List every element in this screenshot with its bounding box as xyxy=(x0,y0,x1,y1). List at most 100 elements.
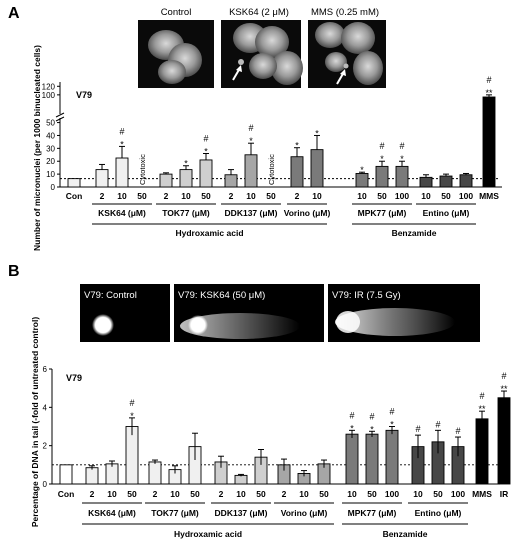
x-tick-label: 10 xyxy=(107,489,117,499)
class-label: Benzamide xyxy=(392,228,437,238)
x-tick-label: 100 xyxy=(395,191,409,201)
micrograph-label-mms: MMS (0.25 mM) xyxy=(311,7,379,18)
bar xyxy=(95,169,109,188)
chart-b-ylabel: Percentage of DNA in tail (-fold of untr… xyxy=(30,317,40,527)
x-tick-label: 100 xyxy=(451,489,465,499)
x-tick-label: 50 xyxy=(433,489,443,499)
significance-mark: * xyxy=(390,420,394,430)
significance-mark: * xyxy=(380,154,384,164)
x-tick-label: 2 xyxy=(229,191,234,201)
bar xyxy=(482,96,496,188)
comet-control: V79: Control xyxy=(80,284,170,342)
group-label: Vorino (μM) xyxy=(281,508,328,518)
group-label: TOK77 (μM) xyxy=(151,508,199,518)
panel-letter-b: B xyxy=(8,263,20,280)
y-tick-label: 10 xyxy=(46,170,55,179)
x-tick-label: Con xyxy=(66,191,83,201)
comet-ksk64: V79: KSK64 (50 μM) xyxy=(174,284,324,342)
significance-mark: * xyxy=(295,141,299,151)
bar xyxy=(290,156,304,188)
comet-label-ksk64: V79: KSK64 (50 μM) xyxy=(178,290,265,301)
comet-ir: V79: IR (7.5 Gy) xyxy=(328,284,480,342)
y-tick-label: 0 xyxy=(43,480,48,489)
x-tick-label: 50 xyxy=(256,489,266,499)
bar xyxy=(67,178,81,188)
bar xyxy=(355,173,369,188)
x-tick-label: 10 xyxy=(181,191,191,201)
bar xyxy=(85,467,99,485)
group-label: TOK77 (μM) xyxy=(162,208,210,218)
x-tick-label: 50 xyxy=(137,191,147,201)
bar xyxy=(459,174,473,188)
x-tick-label: 10 xyxy=(347,489,357,499)
axis-break-mark xyxy=(55,116,65,122)
x-tick-label: 50 xyxy=(377,191,387,201)
significance-mark: ** xyxy=(500,384,508,394)
y-tick-label: 30 xyxy=(46,144,55,153)
significance-mark: # xyxy=(349,410,354,420)
significance-mark: # xyxy=(435,419,440,429)
x-tick-label: 2 xyxy=(100,191,105,201)
x-tick-label: 50 xyxy=(127,489,137,499)
significance-mark: ** xyxy=(485,88,493,98)
x-tick-label: 10 xyxy=(117,191,127,201)
bar xyxy=(199,159,213,188)
x-tick-label: 10 xyxy=(421,191,431,201)
significance-mark: * xyxy=(370,424,374,434)
class-label: Hydroxamic acid xyxy=(175,228,243,238)
group-label: Vorino (μM) xyxy=(284,208,331,218)
x-tick-label: 100 xyxy=(459,191,473,201)
cytotoxic-label: Cytotoxic xyxy=(138,154,147,185)
significance-mark: * xyxy=(120,139,124,149)
bar xyxy=(385,429,399,485)
chart-b-cell-line: V79 xyxy=(66,373,82,383)
x-tick-label: 10 xyxy=(357,191,367,201)
group-label: KSK64 (μM) xyxy=(98,208,146,218)
bar xyxy=(179,169,193,188)
bar xyxy=(310,149,324,188)
significance-mark: # xyxy=(479,391,484,401)
y-tick-label: 50 xyxy=(46,119,55,128)
group-label: DDK137 (μM) xyxy=(215,508,268,518)
significance-mark: * xyxy=(249,136,253,146)
chart-a-marks: Con 2 10 * #50 Cytotoxic 2 10 * 50 * #2 10 * #50 Cytoto… xyxy=(66,75,500,238)
x-tick-label: 50 xyxy=(319,489,329,499)
bar xyxy=(59,464,73,485)
class-label: Benzamide xyxy=(383,529,428,539)
x-tick-label: 10 xyxy=(299,489,309,499)
chart-b: V79 Percentage of DNA in tail (-fold of … xyxy=(30,317,511,539)
comet-label-control: V79: Control xyxy=(84,290,137,301)
bar xyxy=(224,174,238,188)
bar xyxy=(395,165,409,188)
significance-mark: * xyxy=(350,423,354,433)
group-label: DDK137 (μM) xyxy=(225,208,278,218)
chart-b-marks: Con 2 10 50 * #2 10 50 2 10 50 2 10 50 10 * #50 * #100 * #10… xyxy=(58,371,511,539)
y-tick-label: 0 xyxy=(51,183,56,192)
class-label: Hydroxamic acid xyxy=(174,529,242,539)
bar xyxy=(439,175,453,188)
x-tick-label: 50 xyxy=(367,489,377,499)
x-tick-label: 50 xyxy=(266,191,276,201)
micrograph-label-control: Control xyxy=(161,7,192,18)
group-label: MPK77 (μM) xyxy=(358,208,407,218)
group-label: MPK77 (μM) xyxy=(348,508,397,518)
micrograph-control: Control xyxy=(138,7,214,88)
group-label: Entino (μM) xyxy=(423,208,470,218)
y-tick-label: 120 xyxy=(42,82,56,91)
x-tick-label: 10 xyxy=(312,191,322,201)
group-label: KSK64 (μM) xyxy=(88,508,136,518)
chart-a-cell-line: V79 xyxy=(76,90,92,100)
significance-mark: # xyxy=(486,75,491,85)
bar xyxy=(497,397,511,485)
significance-mark: * xyxy=(184,159,188,169)
bar xyxy=(365,433,379,485)
bar xyxy=(159,173,173,188)
x-tick-label: IR xyxy=(500,489,509,499)
comet-label-ir: V79: IR (7.5 Gy) xyxy=(332,290,401,301)
significance-mark: * xyxy=(360,165,364,175)
significance-mark: # xyxy=(455,426,460,436)
x-tick-label: 10 xyxy=(246,191,256,201)
bar xyxy=(475,418,489,485)
x-tick-label: 2 xyxy=(153,489,158,499)
